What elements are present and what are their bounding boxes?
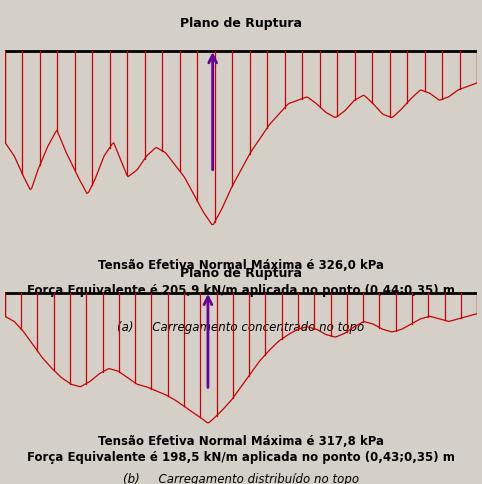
Text: (a)     Carregamento concentrado no topo: (a) Carregamento concentrado no topo (118, 321, 364, 334)
Text: Plano de Ruptura: Plano de Ruptura (180, 16, 302, 30)
Text: Força Equivalente é 205,9 kN/m aplicada no ponto (0,44;0,35) m: Força Equivalente é 205,9 kN/m aplicada … (27, 285, 455, 298)
Text: Plano de Ruptura: Plano de Ruptura (180, 267, 302, 280)
Text: Tensão Efetiva Normal Máxima é 317,8 kPa: Tensão Efetiva Normal Máxima é 317,8 kPa (98, 435, 384, 448)
Text: (b)     Carregamento distribuído no topo: (b) Carregamento distribuído no topo (123, 473, 359, 484)
Text: Força Equivalente é 198,5 kN/m aplicada no ponto (0,43;0,35) m: Força Equivalente é 198,5 kN/m aplicada … (27, 451, 455, 464)
Text: Tensão Efetiva Normal Máxima é 326,0 kPa: Tensão Efetiva Normal Máxima é 326,0 kPa (98, 259, 384, 272)
